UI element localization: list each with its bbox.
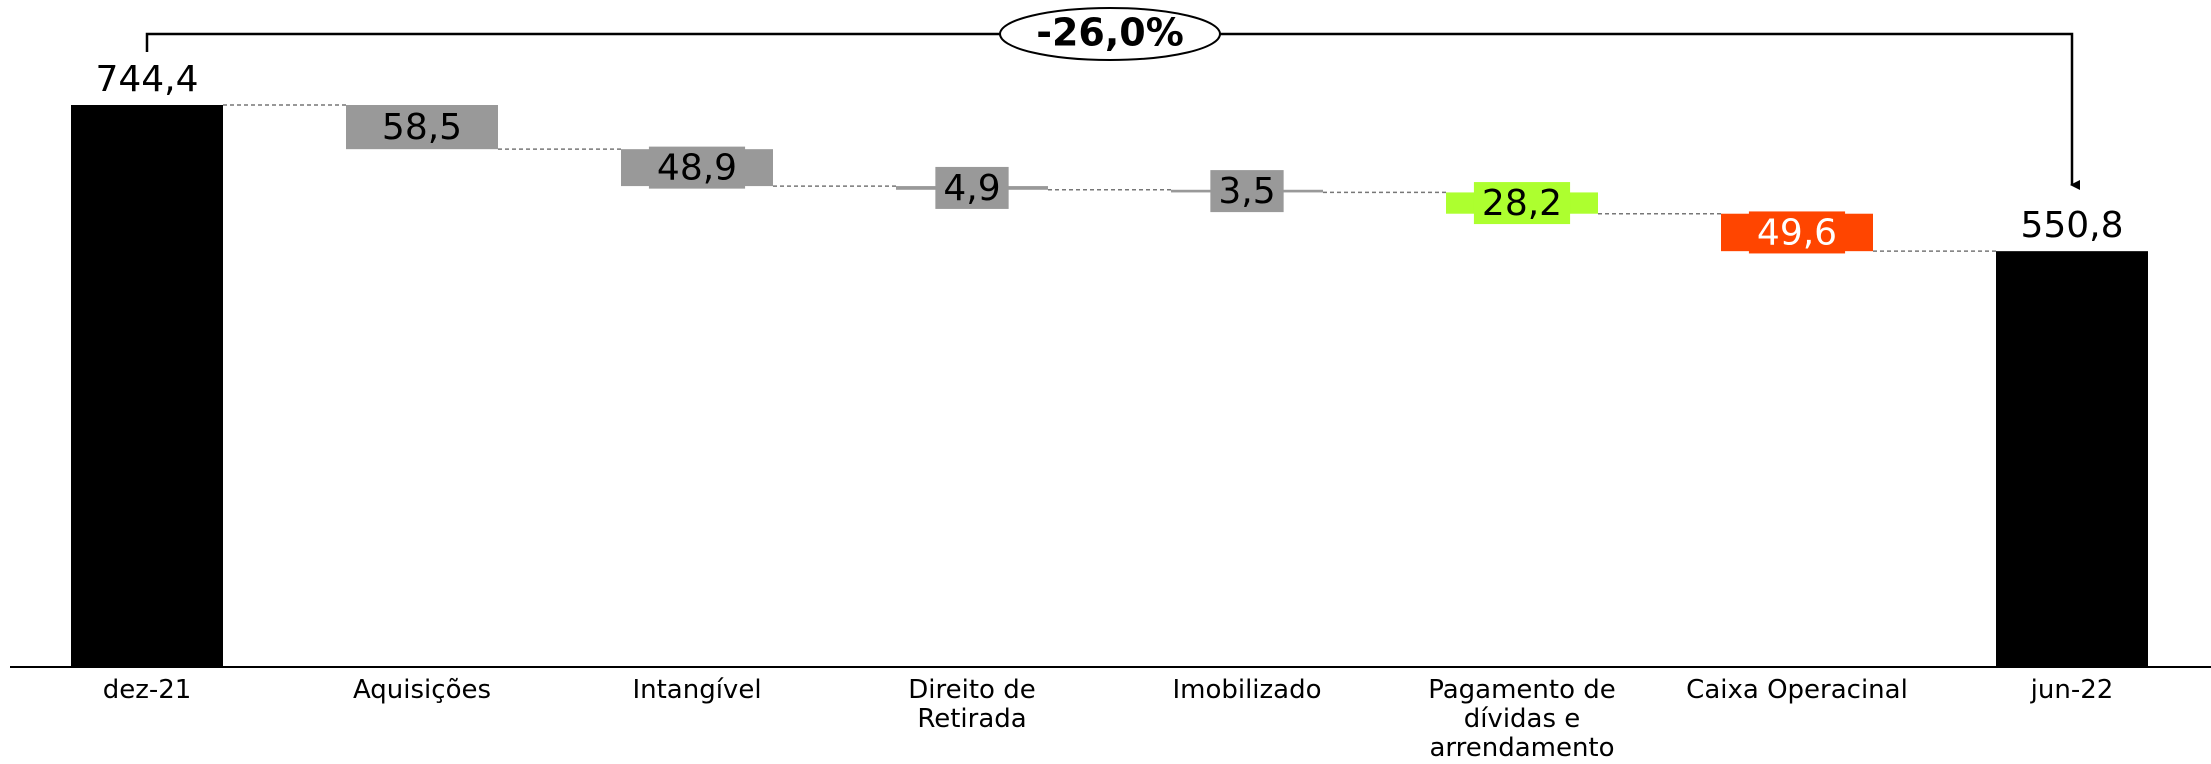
- label-bg: [648, 146, 746, 189]
- label-bg: [1748, 211, 1846, 254]
- x-tick-label: Aquisições: [352, 675, 492, 705]
- x-tick-label: Intangível: [632, 675, 762, 705]
- annotation: -26,0%: [1036, 11, 1184, 55]
- value-label: 744,4: [95, 59, 198, 100]
- x-tick-label: Caixa Operacinal: [1686, 675, 1908, 705]
- value-label: 49,6: [1757, 212, 1837, 253]
- x-tick-label: Imobilizado: [1172, 675, 1322, 705]
- label-bg: [1210, 170, 1284, 213]
- value-label: 58,5: [382, 107, 462, 148]
- label-bg: [935, 166, 1009, 209]
- value-label: 48,9: [657, 148, 737, 189]
- annotation-ellipse: [999, 7, 1221, 61]
- value-label: 28,2: [1482, 183, 1562, 224]
- bar: [1996, 251, 2148, 667]
- value-label: 4,9: [943, 168, 1000, 209]
- bar: [346, 105, 498, 150]
- value-label: 3,5: [1218, 171, 1275, 212]
- bar: [71, 105, 223, 667]
- x-tick-label: dez-21: [102, 675, 192, 705]
- label-bg: [1473, 182, 1571, 225]
- value-label: 550,8: [2020, 205, 2123, 246]
- x-tick-label: jun-22: [2030, 675, 2114, 705]
- x-tick-label: Pagamento de dívidas e arrendamento: [1428, 675, 1616, 763]
- x-tick-label: Direito de Retirada: [908, 675, 1036, 734]
